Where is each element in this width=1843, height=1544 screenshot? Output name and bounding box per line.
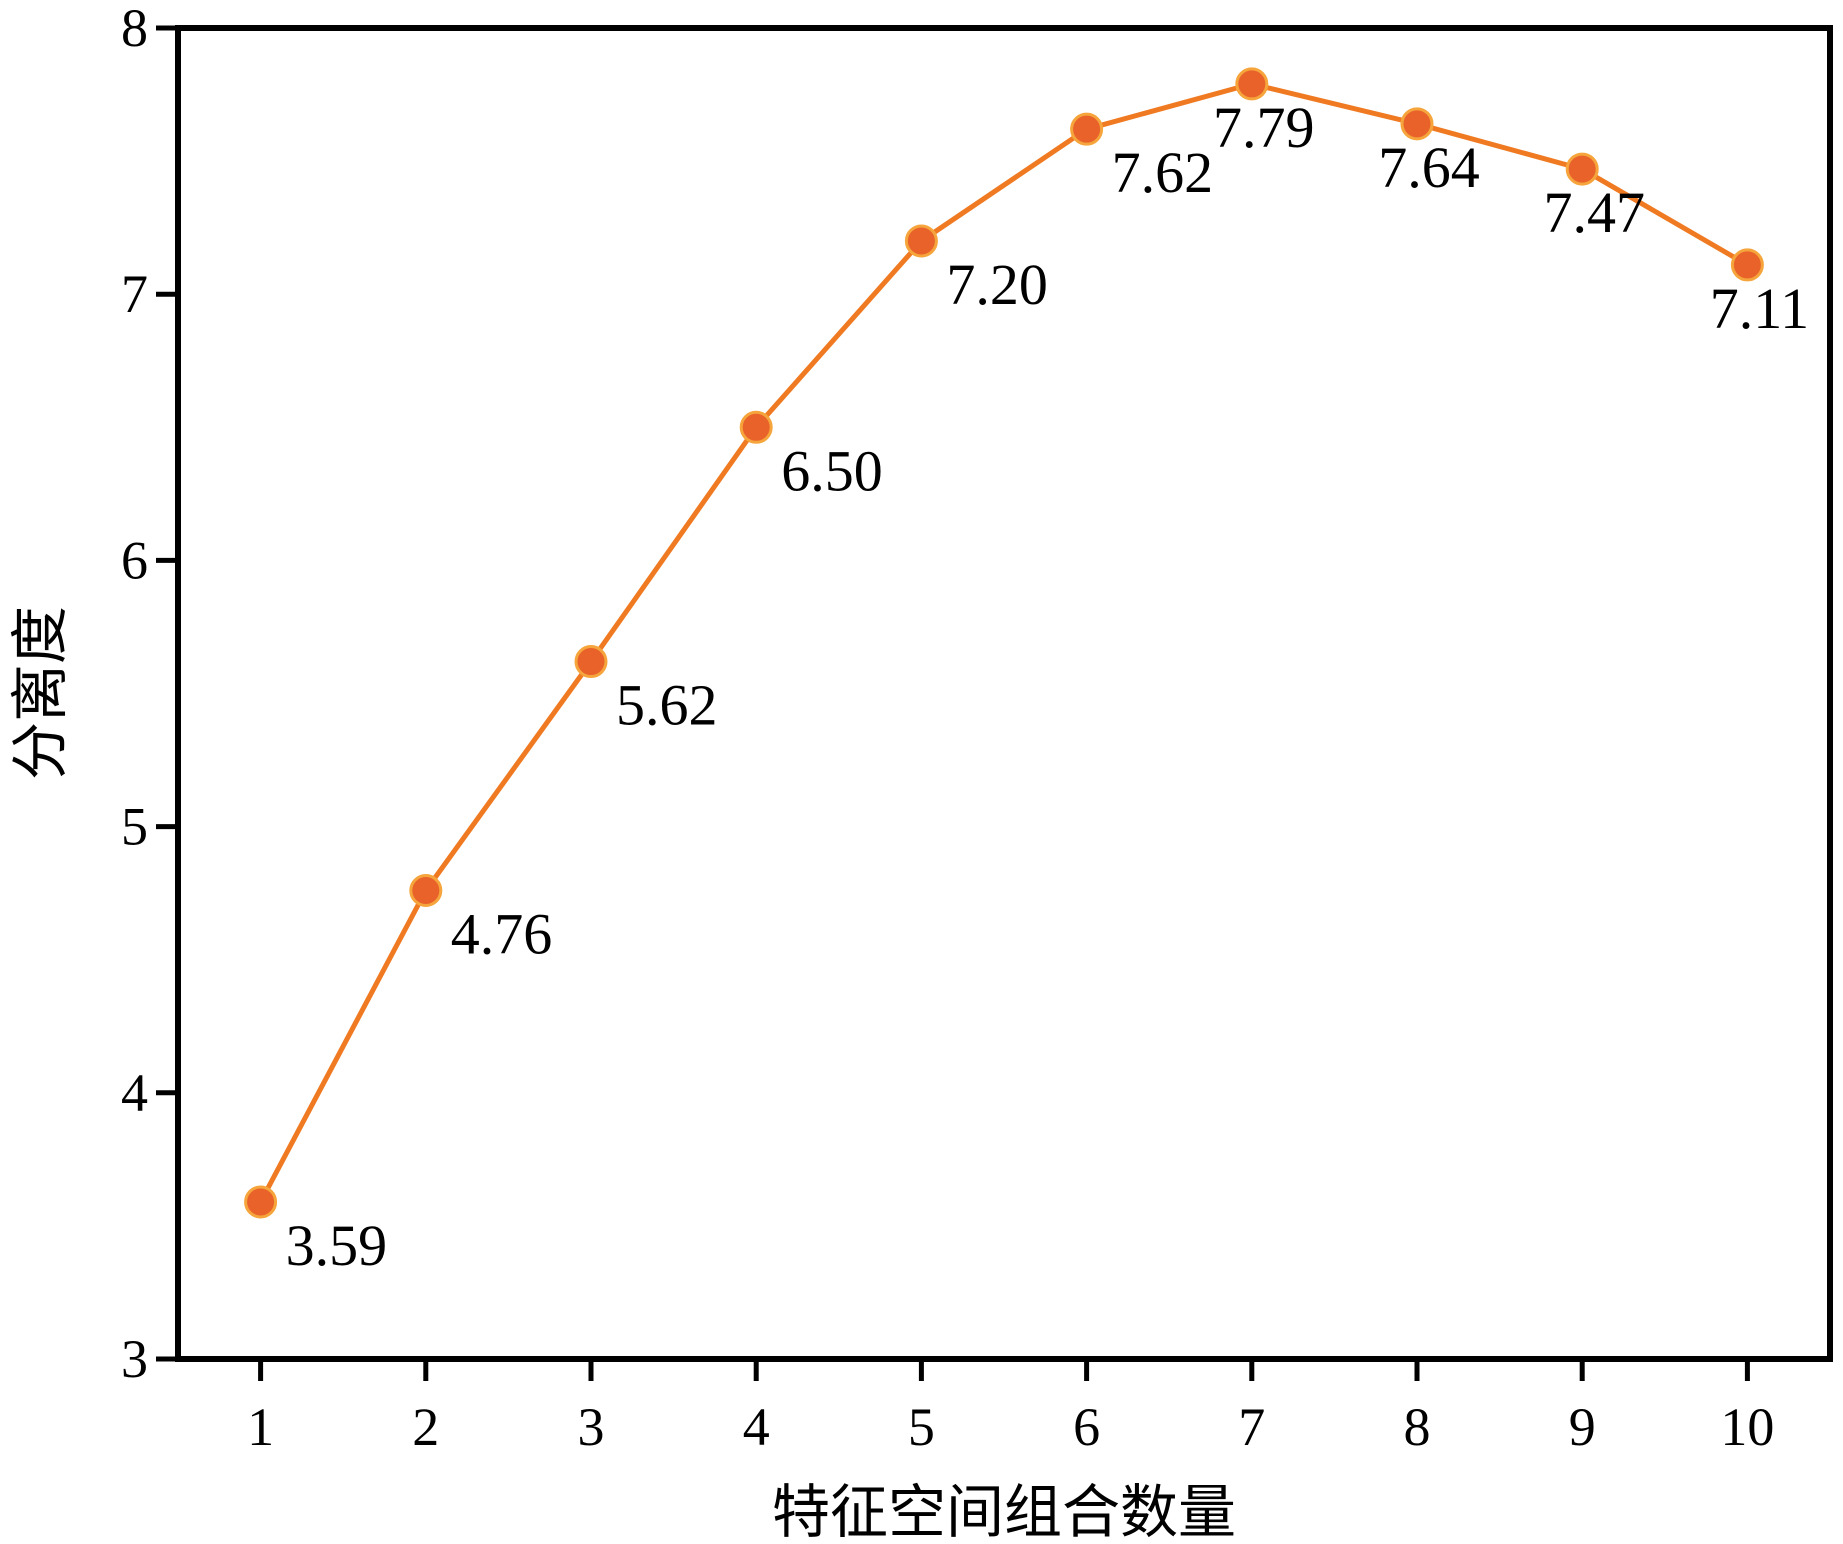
data-label: 7.20	[946, 252, 1048, 317]
y-tick-label: 4	[121, 1063, 148, 1123]
y-tick-label: 8	[121, 0, 148, 58]
data-label: 6.50	[781, 438, 883, 503]
data-labels: 3.59 4.76 5.62 6.50 7.20 7.627.79 7.64 7.47 7.11	[286, 95, 1809, 1278]
data-label: 7.64	[1378, 135, 1480, 200]
y-tick-label: 7	[121, 264, 148, 324]
data-label: 3.59	[286, 1213, 388, 1278]
data-label: 7.47	[1543, 180, 1645, 245]
data-point	[1730, 248, 1764, 282]
x-tick-label: 4	[743, 1397, 770, 1457]
x-tick-label: 7	[1238, 1397, 1265, 1457]
data-point	[739, 410, 773, 444]
y-tick-label: 5	[121, 797, 148, 857]
x-tick-label: 10	[1720, 1397, 1774, 1457]
y-tick-label: 3	[121, 1329, 148, 1389]
series-layer	[244, 67, 1764, 1219]
series-line	[258, 81, 1749, 1204]
data-label: 7.11	[1710, 276, 1809, 341]
x-tick-label: 6	[1073, 1397, 1100, 1457]
y-tick-label: 6	[121, 530, 148, 590]
y-axis-ticks: 3 4 5 6 7 8	[121, 0, 178, 1389]
x-tick-label: 5	[908, 1397, 935, 1457]
x-axis-ticks: 1 2 3 4 5 6 7 8 9 10	[247, 1359, 1774, 1457]
plot-frame	[175, 25, 1833, 1362]
data-point	[244, 1185, 278, 1219]
x-tick-label: 8	[1404, 1397, 1431, 1457]
data-point	[574, 645, 608, 679]
data-point	[1235, 67, 1269, 101]
data-label: 7.79	[1213, 95, 1315, 160]
x-tick-label: 9	[1569, 1397, 1596, 1457]
x-tick-label: 1	[247, 1397, 274, 1457]
x-axis-title: 特征空间组合数量	[772, 1478, 1236, 1544]
x-tick-label: 3	[578, 1397, 605, 1457]
data-point	[904, 224, 938, 258]
y-axis-title: 分离度	[6, 606, 74, 780]
data-label: 5.62	[616, 673, 718, 738]
data-label: 7.62	[1112, 140, 1214, 205]
data-point	[409, 873, 443, 907]
data-point	[1400, 107, 1434, 141]
x-tick-label: 2	[412, 1397, 439, 1457]
data-point	[1565, 152, 1599, 186]
data-label: 4.76	[451, 901, 553, 966]
data-point	[1070, 112, 1104, 146]
